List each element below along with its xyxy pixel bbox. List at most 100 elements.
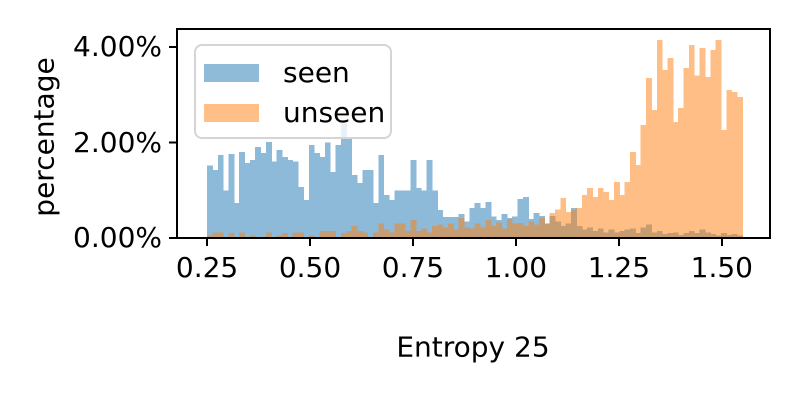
histogram-bar-seen [324,142,331,238]
histogram-bar-unseen [453,229,460,238]
histogram-bar-seen [469,207,476,238]
histogram-bar-seen [239,152,246,238]
histogram-bar-unseen [340,233,347,238]
histogram-bar-unseen [394,223,401,238]
histogram-bar-unseen [415,230,422,238]
histogram-bar-unseen [276,235,283,238]
histogram-bar-seen [335,144,342,238]
histogram-bar-unseen [629,152,636,238]
histogram-bar-seen [362,170,369,238]
histogram-bar-unseen [715,39,722,238]
histogram-bar-unseen [565,211,572,238]
histogram-bar-unseen [619,195,626,238]
histogram-bar-unseen [597,187,604,238]
histogram-bar-unseen [517,223,524,238]
histogram-bar-unseen [405,230,411,238]
histogram-bar-unseen [330,230,337,238]
histogram-bar-unseen [469,228,476,238]
histogram-bar-unseen [688,45,695,238]
histogram-bar-unseen [447,223,454,238]
histogram-bar-seen [330,172,337,238]
x-tick-label: 1.25 [587,251,651,284]
x-tick-label: 1.00 [484,251,548,284]
histogram-bar-unseen [646,78,652,239]
histogram-bar-unseen [351,226,358,238]
histogram-bar-unseen [410,219,417,238]
histogram-bar-unseen [512,223,519,238]
histogram-bar-unseen [207,235,213,238]
histogram-bar-unseen [480,227,486,238]
histogram-bar-seen [415,187,422,238]
histogram-bar-unseen [346,230,353,238]
x-tick-label: 1.50 [690,251,753,284]
histogram-bar-seen [480,207,486,238]
histogram-bar-unseen [506,218,513,238]
histogram-bar-unseen [437,224,444,238]
histogram-bar-seen [501,214,508,238]
histogram-bar-unseen [399,223,406,238]
histogram-bar-unseen [265,232,272,238]
histogram-bar-unseen [490,226,497,238]
histogram-bar-seen [282,156,288,238]
histogram-bar-unseen [699,48,706,239]
histogram-bar-unseen [592,196,599,238]
histogram-bar-unseen [212,232,219,238]
histogram-bar-seen [223,190,229,238]
histogram-bar-seen [410,160,417,238]
y-tick-label: 4.00% [73,30,162,64]
histogram-bar-seen [314,153,320,238]
histogram-bar-seen [378,154,385,238]
histogram-bar-unseen [710,50,717,238]
histogram-bar-unseen [538,217,545,238]
histogram-bar-unseen [378,223,385,238]
histogram-bar-unseen [694,75,701,238]
histogram-bar-seen [421,190,428,238]
x-axis-label: Entropy 25 [396,330,550,364]
histogram-bar-unseen [672,122,679,238]
histogram-bar-unseen [549,213,556,238]
histogram-bar-unseen [458,217,465,238]
histogram-bar-unseen [528,221,535,238]
legend-entry-seen: seen [196,53,390,93]
histogram-bar-seen [426,160,433,238]
legend-swatch-seen-icon [204,64,259,82]
histogram-bar-unseen [442,227,449,238]
histogram-bar-unseen [576,207,583,238]
histogram-bar-unseen [587,187,594,238]
histogram-bar-unseen [731,91,738,239]
histogram-bar-seen [351,175,358,238]
histogram-bar-seen [399,190,406,238]
histogram-bar-unseen [683,68,690,238]
histogram-bar-unseen [298,232,304,238]
histogram-bar-unseen [640,124,647,238]
histogram-bar-unseen [485,219,492,238]
histogram-bar-unseen [533,224,540,238]
histogram-bar-unseen [373,232,379,238]
histogram-bar-seen [367,170,374,238]
histogram-bar-unseen [726,90,733,238]
histogram-bar-unseen [421,228,428,238]
histogram-bar-unseen [249,235,256,238]
histogram-bar-unseen [383,229,390,238]
histogram-bar-unseen [737,97,743,239]
histogram-bar-seen [356,183,363,238]
histogram-bar-seen [405,190,411,238]
histogram-bar-seen [276,150,283,238]
histogram-bar-unseen [651,110,658,238]
histogram-bar-unseen [324,230,331,238]
histogram-bar-unseen [282,233,288,238]
histogram-bar-unseen [292,232,299,238]
histogram-bar-unseen [613,182,620,238]
x-tick-label: 0.25 [175,251,239,284]
histogram-bar-seen [383,195,390,238]
histogram-series-unseen [207,39,743,239]
histogram-bar-seen [340,123,347,238]
histogram-bar-seen [431,190,438,238]
histogram-bar-unseen [474,223,481,238]
histogram-bar-unseen [581,195,588,238]
histogram-bar-unseen [704,77,711,238]
histogram-bar-seen [517,198,524,238]
histogram-bar-seen [207,165,213,238]
